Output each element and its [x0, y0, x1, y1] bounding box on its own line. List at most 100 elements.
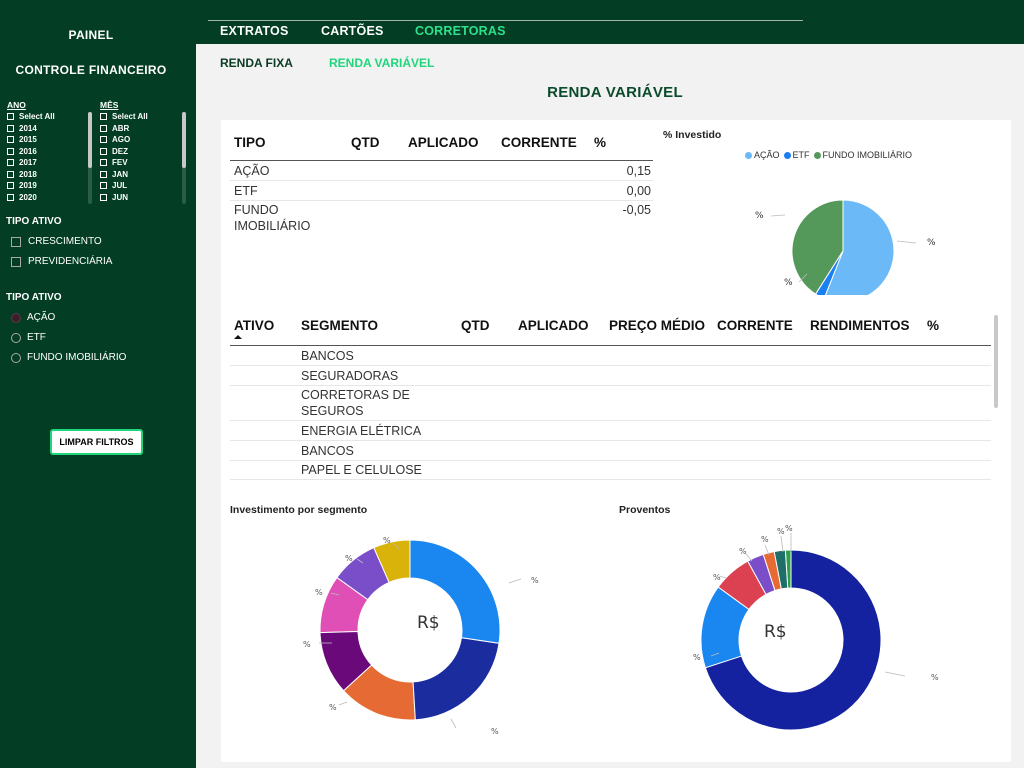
radio-selected-icon[interactable] — [11, 312, 21, 323]
mes-item[interactable]: JUL — [100, 180, 190, 192]
checkbox-icon[interactable] — [100, 159, 107, 167]
col-aplicado[interactable]: APLICADO — [518, 318, 589, 333]
col-preco-medio[interactable]: PREÇO MÉDIO — [609, 318, 706, 333]
slice-5[interactable] — [773, 549, 789, 590]
ano-item[interactable]: 2014 — [7, 123, 97, 135]
checkbox-icon[interactable] — [100, 170, 107, 178]
checkbox-icon[interactable] — [100, 147, 107, 155]
table-row[interactable]: BANCOS — [230, 346, 991, 366]
donut-label: % — [785, 524, 793, 533]
clear-filters-button[interactable]: LIMPAR FILTROS — [50, 429, 143, 455]
slice-2[interactable] — [342, 664, 416, 721]
col-rendimentos[interactable]: RENDIMENTOS — [810, 318, 910, 333]
legend-etf[interactable]: ETF — [783, 150, 810, 160]
donut-label: % — [761, 535, 769, 544]
slice-3[interactable] — [319, 631, 373, 692]
checkbox-icon[interactable] — [7, 136, 14, 144]
ano-item[interactable]: 2016 — [7, 146, 97, 158]
col-tipo[interactable]: TIPO — [234, 135, 266, 150]
col-segmento[interactable]: SEGMENTO — [301, 318, 379, 333]
table-row[interactable]: AÇÃO 0,15 — [230, 161, 653, 181]
tab-corretoras[interactable]: CORRETORAS — [415, 24, 506, 38]
table-row[interactable]: BANCOS — [230, 441, 991, 461]
mes-item[interactable]: FEV — [100, 157, 190, 169]
mes-scrollbar[interactable] — [182, 112, 186, 204]
col-qtd[interactable]: QTD — [461, 318, 490, 333]
slice-etf[interactable] — [814, 250, 844, 295]
option-crescimento[interactable]: CRESCIMENTO — [11, 236, 102, 247]
table-row[interactable]: CORRETORAS DE SEGUROS — [230, 386, 991, 421]
col-pct[interactable]: % — [594, 135, 607, 150]
ano-item[interactable]: 2018 — [7, 169, 97, 181]
donut-segmento-chart[interactable]: R$ % % % % % % % — [281, 525, 621, 755]
table-row[interactable]: PAPEL E CELULOSE — [230, 461, 991, 480]
radio-etf[interactable]: ETF — [11, 332, 46, 343]
col-aplicado[interactable]: APLICADO — [408, 135, 479, 150]
donut-proventos-chart[interactable]: R$ % % % % % % % — [661, 520, 1001, 760]
mes-item[interactable]: Select All — [100, 111, 190, 123]
checkbox-icon[interactable] — [7, 193, 14, 201]
slice-ação[interactable] — [824, 199, 895, 295]
donut-center-label: R$ — [764, 622, 787, 642]
checkbox-icon[interactable] — [11, 256, 21, 267]
slice-0[interactable] — [704, 549, 882, 731]
col-ativo[interactable]: ATIVO — [234, 318, 275, 333]
slice-1[interactable] — [412, 637, 500, 721]
checkbox-icon[interactable] — [7, 170, 14, 178]
checkbox-icon[interactable] — [100, 182, 107, 190]
checkbox-icon[interactable] — [100, 193, 107, 201]
donut-label: % — [345, 554, 353, 563]
legend-acao[interactable]: AÇÃO — [745, 150, 780, 160]
donut-proventos-title: Proventos — [619, 504, 671, 516]
table-scrollbar[interactable] — [994, 315, 998, 408]
ano-item[interactable]: 2019 — [7, 180, 97, 192]
slice-3[interactable] — [746, 553, 776, 596]
mes-item[interactable]: JAN — [100, 169, 190, 181]
table-row[interactable]: ETF 0,00 — [230, 181, 653, 201]
subtab-renda-variavel[interactable]: RENDA VARIÁVEL — [329, 56, 435, 70]
checkbox-icon[interactable] — [7, 159, 14, 167]
ano-item[interactable]: 2017 — [7, 157, 97, 169]
ano-item[interactable]: 2020 — [7, 192, 97, 204]
checkbox-icon[interactable] — [100, 113, 107, 121]
tab-cartoes[interactable]: CARTÕES — [321, 24, 384, 38]
table-row[interactable]: ENERGIA ELÉTRICA — [230, 421, 991, 441]
legend-dot-icon — [783, 151, 791, 159]
slice-1[interactable] — [700, 586, 750, 669]
slice-2[interactable] — [717, 560, 767, 611]
sort-asc-icon[interactable] — [234, 335, 242, 339]
checkbox-icon[interactable] — [7, 147, 14, 155]
radio-acao[interactable]: AÇÃO — [11, 312, 55, 323]
checkbox-icon[interactable] — [7, 182, 14, 190]
table-row[interactable]: SEGURADORAS — [230, 366, 991, 386]
table-row[interactable]: FUNDO IMOBILIÁRIO -0,05 — [234, 203, 651, 233]
ano-item[interactable]: 2015 — [7, 134, 97, 146]
col-qtd[interactable]: QTD — [351, 135, 380, 150]
slice-4[interactable] — [762, 551, 782, 592]
ano-scrollbar[interactable] — [88, 112, 92, 204]
slice-4[interactable] — [319, 576, 369, 634]
tab-extratos[interactable]: EXTRATOS — [220, 24, 289, 38]
radio-fundo-imobiliario[interactable]: FUNDO IMOBILIÁRIO — [11, 352, 126, 363]
checkbox-icon[interactable] — [100, 124, 107, 132]
ano-item[interactable]: Select All — [7, 111, 97, 123]
mes-item[interactable]: JUN — [100, 192, 190, 204]
donut-segmento-title: Investimento por segmento — [230, 504, 368, 516]
option-previdenciaria[interactable]: PREVIDENCIÁRIA — [11, 256, 112, 267]
checkbox-icon[interactable] — [7, 124, 14, 132]
checkbox-icon[interactable] — [7, 113, 14, 121]
checkbox-icon[interactable] — [100, 136, 107, 144]
mes-item[interactable]: AGO — [100, 134, 190, 146]
checkbox-icon[interactable] — [11, 236, 21, 247]
subtab-renda-fixa[interactable]: RENDA FIXA — [220, 56, 293, 70]
col-corrente[interactable]: CORRENTE — [717, 318, 793, 333]
radio-icon[interactable] — [11, 332, 21, 343]
pie-investido-chart[interactable]: % % % — [741, 160, 961, 295]
col-corrente[interactable]: CORRENTE — [501, 135, 577, 150]
col-pct[interactable]: % — [927, 318, 940, 333]
slice-0[interactable] — [409, 539, 501, 644]
radio-icon[interactable] — [11, 352, 21, 363]
mes-item[interactable]: ABR — [100, 123, 190, 135]
legend-fundo[interactable]: FUNDO IMOBILIÁRIO — [813, 150, 912, 160]
mes-item[interactable]: DEZ — [100, 146, 190, 158]
